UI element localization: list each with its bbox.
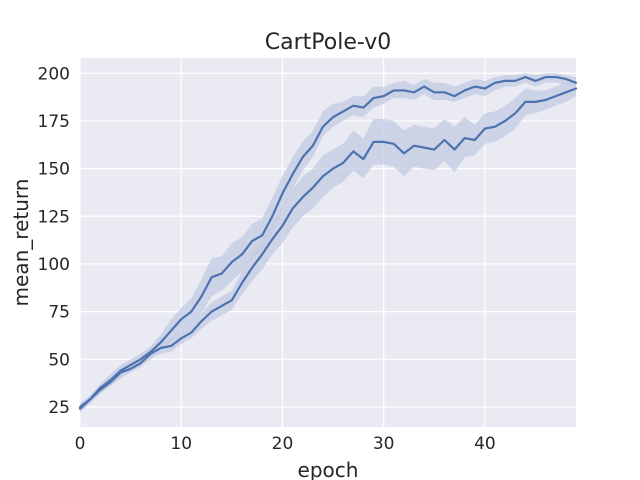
y-axis-label: mean_return (9, 179, 33, 307)
series-lines (78, 75, 578, 410)
x-tick-label: 0 (75, 434, 86, 454)
chart-title: CartPole-v0 (265, 30, 391, 55)
y-tick-label: 75 (48, 303, 70, 323)
y-tick-label: 125 (38, 207, 70, 227)
x-tick-label: 40 (474, 434, 496, 454)
tick-labels: 0 10 20 30 40 25 50 75 100 125 150 175 200 (38, 64, 496, 454)
y-tick-label: 200 (38, 64, 70, 84)
x-tick-label: 10 (170, 434, 192, 454)
y-tick-label: 175 (38, 112, 70, 132)
x-tick-label: 30 (373, 434, 395, 454)
y-tick-label: 25 (48, 398, 70, 418)
series-line-2 (78, 87, 578, 410)
x-tick-label: 20 (272, 434, 294, 454)
y-tick-label: 100 (38, 255, 70, 275)
y-tick-label: 150 (38, 160, 70, 180)
confidence-bands (80, 73, 576, 413)
y-tick-label: 50 (48, 350, 70, 370)
confidence-band-2 (80, 80, 576, 413)
series-line-1 (78, 75, 578, 409)
x-axis-label: epoch (298, 458, 359, 480)
